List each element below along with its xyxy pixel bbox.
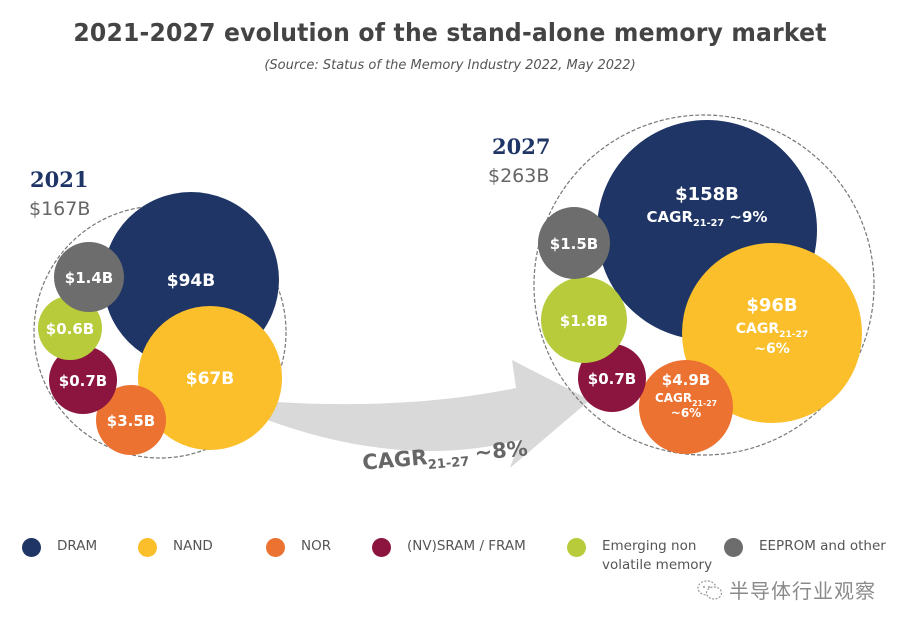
bubble-value-label: $158B <box>675 184 739 205</box>
bubble-value-label: $0.7B <box>59 372 107 390</box>
legend-item: DRAM <box>22 537 97 557</box>
bubble-value-label: $3.5B <box>107 412 155 430</box>
wechat-icon <box>697 579 723 600</box>
legend-item: EEPROM and other <box>724 537 886 557</box>
legend-label: (NV)SRAM / FRAM <box>407 538 526 554</box>
cluster-2021: $94B $67B $3.5B $0.7B $0.6B $1.4B <box>33 192 287 459</box>
bubble-cagr-label: CAGR21-27 <box>736 321 808 340</box>
legend-swatch <box>724 538 743 557</box>
market-total-outline <box>33 205 287 459</box>
legend-label: NAND <box>173 538 213 554</box>
watermark: 半导体行业观察 <box>697 575 876 604</box>
bubble-2021-emerging-non-volatile-memory <box>38 296 102 360</box>
chart-subtitle: (Source: Status of the Memory Industry 2… <box>264 58 636 73</box>
legend-swatch <box>567 538 586 557</box>
bubble-value-label: $4.9B <box>662 371 710 389</box>
bubble-cagr-label: CAGR21-27 <box>655 391 717 408</box>
legend-label: EEPROM and other <box>759 538 886 554</box>
bubble-value-label: $0.6B <box>46 320 94 338</box>
bubble-cagr-value: ~6% <box>754 341 790 357</box>
legend-item: NOR <box>266 537 331 557</box>
total-2027-label: $263B <box>488 165 549 187</box>
bubble-value-label: $67B <box>186 369 234 389</box>
legend-label: DRAM <box>57 538 98 554</box>
bubble-value-label: $1.4B <box>65 269 113 287</box>
total-2021-label: $167B <box>29 198 90 220</box>
bubble-value-label: $94B <box>167 271 215 291</box>
bubble-2021-nand <box>138 306 282 450</box>
bubble-2027-nor <box>639 360 733 454</box>
bubble-value-label: $1.8B <box>560 312 608 330</box>
legend-label: NOR <box>301 538 332 554</box>
legend-item: Emerging non volatile memory <box>567 537 712 575</box>
legend-label: Emerging non volatile memory <box>602 538 713 573</box>
market-total-outline <box>533 114 875 456</box>
bubble-cagr-value: ~6% <box>671 406 701 420</box>
legend-swatch <box>266 538 285 557</box>
arrow-cagr-label: CAGR21-27 ~8% <box>361 436 529 478</box>
year-2021-label: 2021 <box>30 167 88 192</box>
chart-title: 2021-2027 evolution of the stand-alone m… <box>73 18 827 47</box>
legend-item: (NV)SRAM / FRAM <box>372 537 526 557</box>
legend-swatch <box>22 538 41 557</box>
bubble-value-label: $1.5B <box>550 235 598 253</box>
bubble-2027-nand <box>682 243 862 423</box>
bubble-2021-nor <box>96 385 166 455</box>
bubble-2027-eeprom-and-other <box>538 207 610 279</box>
bubble-cagr-label: CAGR21-27 ~9% <box>647 208 768 229</box>
legend: DRAM NAND NOR (NV)SRAM / FRAM Emerging non v… <box>0 537 900 577</box>
watermark-text: 半导体行业观察 <box>729 579 876 603</box>
bubble-2021-eeprom-and-other <box>54 242 124 312</box>
growth-arrow <box>262 360 590 468</box>
bubble-2027-emerging-non-volatile-memory <box>541 277 627 363</box>
bubble-value-label: $96B <box>746 295 797 316</box>
legend-swatch <box>138 538 157 557</box>
year-2027-label: 2027 <box>492 134 550 159</box>
legend-swatch <box>372 538 391 557</box>
bubble-value-label: $0.7B <box>588 370 636 388</box>
bubble-2021-nv-sram-fram <box>49 346 117 414</box>
legend-item: NAND <box>138 537 213 557</box>
